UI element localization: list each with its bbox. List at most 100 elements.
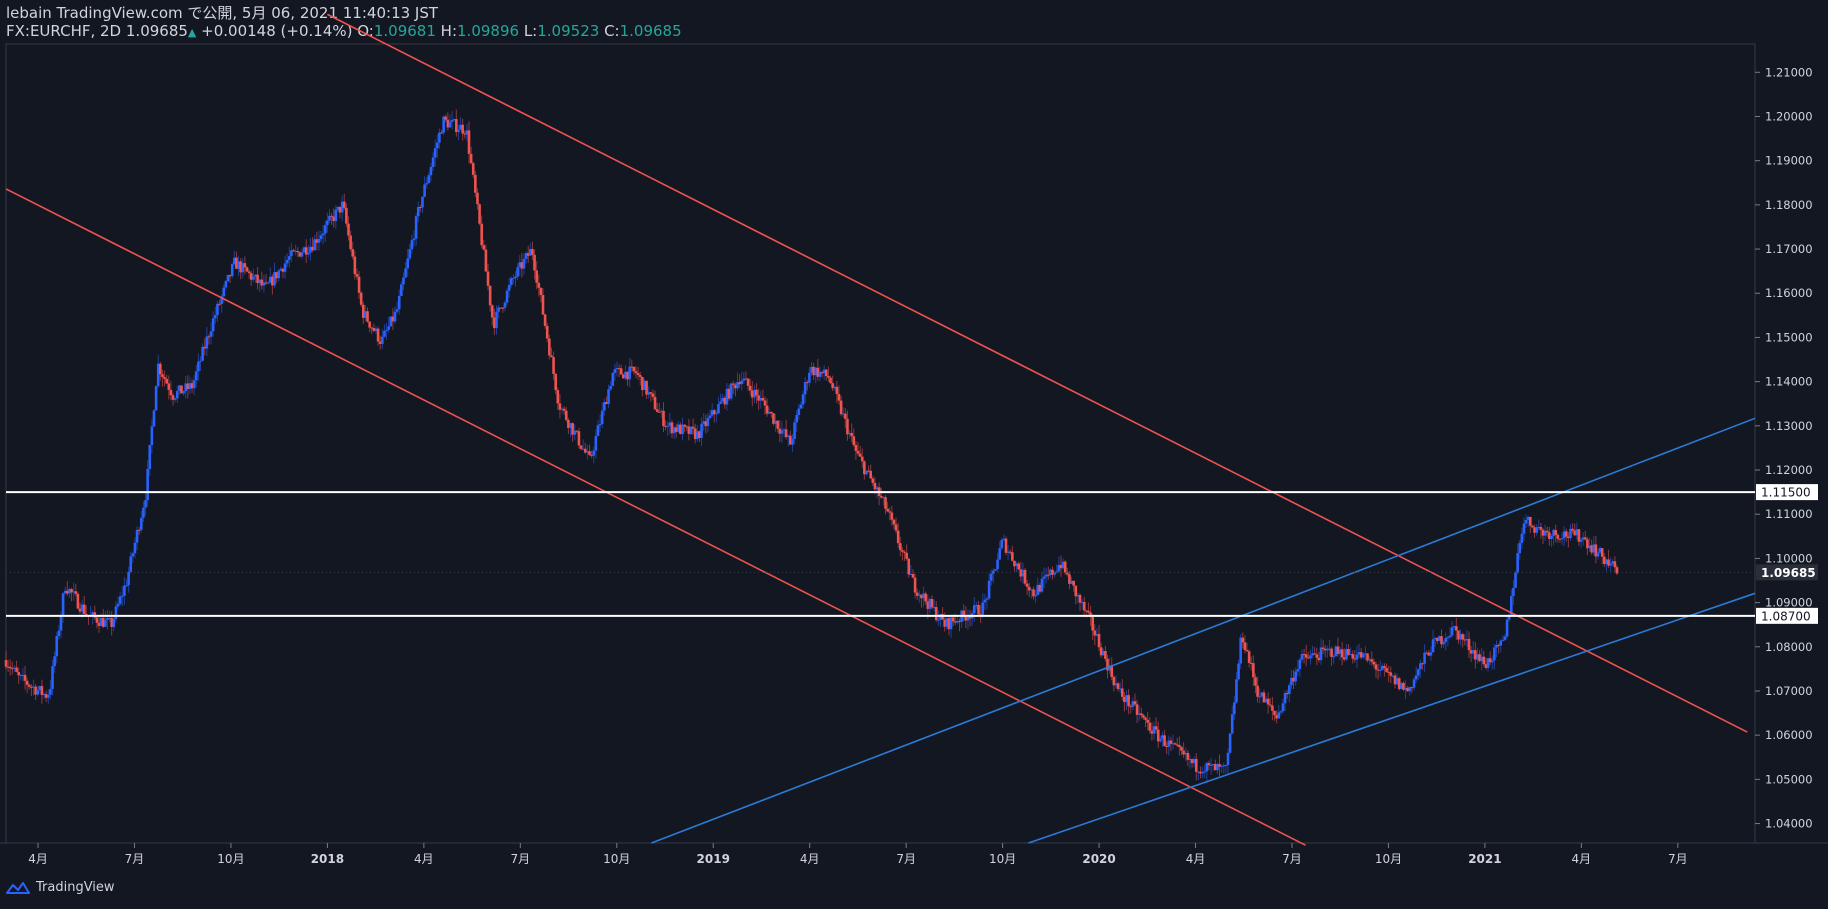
candle [395,301,399,314]
candle [1220,764,1223,773]
candle [300,248,304,259]
candle [1023,567,1027,586]
candle [645,380,648,399]
candle [402,272,405,291]
candle [805,379,809,391]
candle [698,430,701,443]
candle [199,356,202,371]
candle [1556,532,1560,543]
candle [774,413,777,432]
candle [1435,636,1439,645]
candle [1567,532,1570,548]
tradingview-logo-icon[interactable] [6,881,30,895]
candle [638,371,642,386]
candle [1319,638,1323,665]
candle [818,366,822,382]
candle [996,552,999,573]
candle [1410,686,1414,694]
candle [653,390,657,411]
candle [55,632,59,664]
candle [1230,705,1234,735]
candle [1116,681,1120,692]
candle [1548,526,1551,546]
candle [1066,567,1069,577]
candle [1404,680,1407,700]
trend-line-lower-blue-channel[interactable] [1028,592,1756,844]
candle [1328,639,1331,656]
candle [664,420,667,431]
candle [173,397,177,403]
candle [651,389,655,401]
candle [679,422,682,435]
candle [518,255,522,277]
candle [1427,649,1431,657]
candle [594,429,598,459]
candle [543,313,547,329]
y-tick-label: 1.12000 [1765,463,1813,477]
candle [323,220,327,242]
candle [581,439,585,451]
candle [776,420,779,433]
candle [1254,673,1257,694]
candle [1296,660,1300,676]
candle [393,306,397,324]
y-tick-label: 1.13000 [1765,419,1813,433]
candle [1235,671,1238,704]
candle [40,679,44,704]
candle [522,253,526,275]
candle [241,257,245,279]
candle [190,379,194,394]
candle [822,365,826,381]
candle [1275,710,1278,724]
candle [82,595,86,617]
candle [1080,599,1084,610]
candle [789,430,792,445]
candle [981,593,985,618]
x-tick-label: 7月 [1282,852,1302,866]
candle [539,287,543,303]
candle [1457,630,1460,644]
candle [607,384,610,408]
y-tick-label: 1.20000 [1765,109,1813,123]
candle [871,475,875,487]
candle [416,201,420,223]
candle [1002,534,1006,542]
trend-line-lower-red-channel[interactable] [5,188,1306,846]
candle [1440,629,1443,649]
level-label-box [1756,607,1818,624]
trend-line-upper-blue-channel[interactable] [651,417,1756,844]
candle [1163,729,1166,747]
candle [465,123,469,141]
candle [1467,631,1471,659]
candle [1313,646,1316,655]
candle [1247,649,1251,668]
candle [1252,655,1255,686]
candle [1323,644,1327,658]
candle [163,370,166,387]
candle [1182,742,1185,758]
candle [264,274,268,285]
candle [778,419,782,442]
candle [140,510,143,533]
candle [1095,627,1099,637]
candle [1249,656,1253,671]
candle [383,324,386,338]
candle [598,414,602,432]
candle [233,250,236,266]
brand-label[interactable]: TradingView [36,880,115,895]
y-tick-label: 1.06000 [1765,728,1813,742]
candle [1482,650,1486,667]
candle [1607,549,1610,568]
candle [985,597,989,610]
candle [334,205,338,229]
candle [391,308,395,331]
candle [964,606,968,629]
candle [677,421,680,434]
candle [569,422,572,438]
candle [1076,592,1080,604]
trend-line-upper-red-channel[interactable] [327,13,1748,733]
symbol-label[interactable]: FX:EURCHF, 2D [6,22,122,40]
candle [1442,639,1445,648]
candle [1307,651,1310,659]
